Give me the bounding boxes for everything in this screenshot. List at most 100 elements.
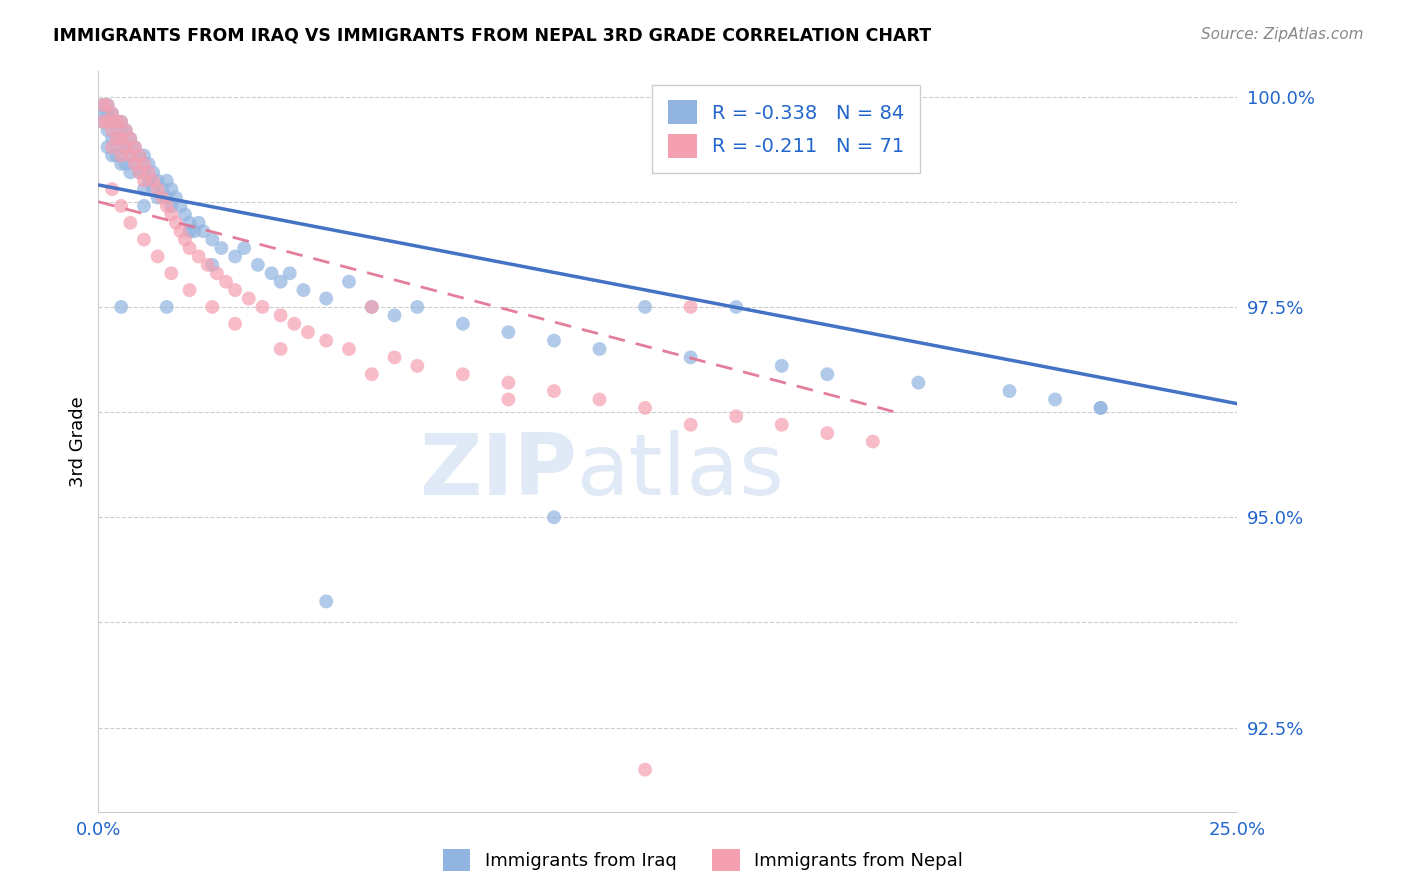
Point — [128, 148, 150, 162]
Point — [105, 131, 128, 145]
Point — [498, 392, 520, 407]
Point — [110, 140, 132, 154]
Point — [91, 115, 114, 129]
Point — [297, 325, 319, 339]
Point — [101, 115, 124, 129]
Point — [588, 392, 610, 407]
Point — [110, 148, 132, 162]
Point — [150, 190, 173, 204]
Point — [337, 275, 360, 289]
Point — [634, 763, 657, 777]
Point — [101, 131, 124, 145]
Point — [337, 342, 360, 356]
Point — [110, 300, 132, 314]
Point — [132, 148, 155, 162]
Point — [169, 224, 191, 238]
Point — [406, 300, 429, 314]
Point — [120, 165, 142, 179]
Point — [101, 106, 124, 120]
Point — [179, 216, 201, 230]
Point — [91, 115, 114, 129]
Point — [120, 216, 142, 230]
Point — [120, 131, 142, 145]
Point — [498, 325, 520, 339]
Point — [105, 115, 128, 129]
Point — [233, 241, 256, 255]
Point — [142, 182, 165, 196]
Point — [101, 148, 124, 162]
Point — [105, 115, 128, 129]
Point — [160, 182, 183, 196]
Point — [588, 342, 610, 356]
Point — [815, 426, 838, 441]
Point — [634, 401, 657, 415]
Point — [179, 283, 201, 297]
Point — [278, 266, 301, 280]
Point — [360, 368, 382, 382]
Point — [114, 157, 136, 171]
Point — [174, 233, 197, 247]
Point — [124, 157, 146, 171]
Point — [907, 376, 929, 390]
Point — [183, 224, 205, 238]
Point — [260, 266, 283, 280]
Point — [1090, 401, 1112, 415]
Point — [150, 182, 173, 196]
Point — [110, 115, 132, 129]
Point — [451, 368, 474, 382]
Point — [315, 334, 337, 348]
Point — [770, 359, 793, 373]
Point — [138, 174, 160, 188]
Point — [451, 317, 474, 331]
Point — [96, 98, 118, 112]
Point — [156, 300, 179, 314]
Point — [101, 106, 124, 120]
Point — [110, 123, 132, 137]
Point — [384, 309, 406, 323]
Point — [224, 317, 246, 331]
Point — [156, 190, 179, 204]
Point — [160, 199, 183, 213]
Point — [132, 165, 155, 179]
Point — [132, 174, 155, 188]
Point — [132, 157, 155, 171]
Point — [96, 123, 118, 137]
Point — [174, 207, 197, 221]
Point — [120, 148, 142, 162]
Point — [128, 165, 150, 179]
Point — [201, 233, 224, 247]
Point — [679, 300, 702, 314]
Point — [201, 300, 224, 314]
Point — [725, 300, 748, 314]
Point — [215, 275, 238, 289]
Point — [114, 140, 136, 154]
Point — [862, 434, 884, 449]
Point — [146, 249, 169, 263]
Point — [360, 300, 382, 314]
Point — [138, 165, 160, 179]
Point — [96, 98, 118, 112]
Text: IMMIGRANTS FROM IRAQ VS IMMIGRANTS FROM NEPAL 3RD GRADE CORRELATION CHART: IMMIGRANTS FROM IRAQ VS IMMIGRANTS FROM … — [53, 27, 932, 45]
Point — [815, 368, 838, 382]
Point — [110, 115, 132, 129]
Point — [156, 199, 179, 213]
Point — [138, 157, 160, 171]
Point — [160, 207, 183, 221]
Point — [187, 216, 209, 230]
Point — [114, 123, 136, 137]
Point — [91, 106, 114, 120]
Point — [91, 98, 114, 112]
Y-axis label: 3rd Grade: 3rd Grade — [69, 396, 87, 487]
Point — [224, 283, 246, 297]
Text: Source: ZipAtlas.com: Source: ZipAtlas.com — [1201, 27, 1364, 42]
Point — [193, 224, 215, 238]
Point — [543, 384, 565, 398]
Point — [156, 174, 179, 188]
Point — [124, 140, 146, 154]
Point — [142, 174, 165, 188]
Point — [998, 384, 1021, 398]
Point — [101, 182, 124, 196]
Point — [110, 131, 132, 145]
Point — [543, 334, 565, 348]
Point — [543, 510, 565, 524]
